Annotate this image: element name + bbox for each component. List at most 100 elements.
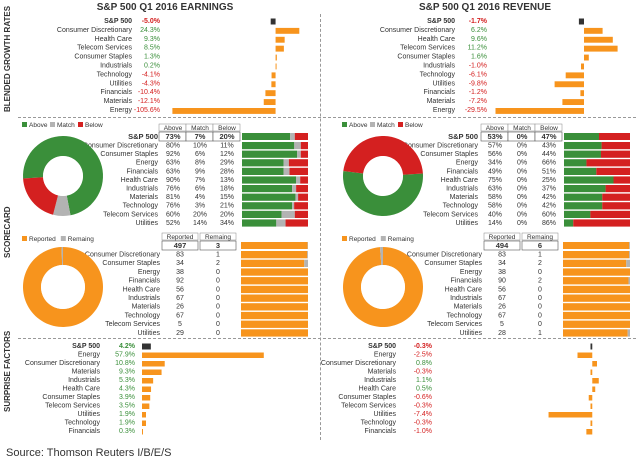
revenue_reported-colhead-box-reported xyxy=(483,232,521,241)
earnings_reported-reported-health-care: 56 xyxy=(176,286,184,293)
earnings_reported-legend-swatch-remaing xyxy=(60,236,66,241)
earnings_scorecard-bar-utilities-seg-1 xyxy=(276,219,286,227)
earnings_scorecard-below-industrials: 18% xyxy=(220,186,234,193)
earnings_scorecard-donut-slice-2 xyxy=(23,177,59,215)
earnings_scorecard-bar-financials-seg-1 xyxy=(283,167,290,175)
revenue_growth-value-financials: -1.2% xyxy=(469,89,487,96)
revenue_surprise-label-financials: Financials xyxy=(364,428,396,435)
revenue_scorecard-match-health-care: 0% xyxy=(517,177,527,184)
earnings_reported-reported-financials: 92 xyxy=(176,278,184,285)
earnings_surprise-value-telecom-services: 3.5% xyxy=(119,403,135,410)
revenue_scorecard-total-bar-seg-2 xyxy=(598,133,630,140)
revenue_growth-bar-consumer-discretionary xyxy=(584,27,603,34)
earnings_surprise-bar-telecom-services xyxy=(142,403,150,409)
earnings_scorecard-bar-technology-seg-0 xyxy=(242,202,293,210)
earnings_surprise-label-industrials: Industrials xyxy=(68,377,100,384)
revenue_reported-bar-health-care-seg-0 xyxy=(563,285,630,294)
revenue_growth-label-industrials: Industrials xyxy=(423,63,455,70)
earnings_growth-label-utilities: Utilities xyxy=(109,80,132,87)
earnings_scorecard-total-bar-seg-2 xyxy=(294,133,308,140)
revenue_surprise-bar-consumer-staples xyxy=(588,395,593,401)
revenue_scorecard-row-label-consumer-staples: Consumer Staples xyxy=(420,151,478,158)
earnings_scorecard-bar-utilities-seg-0 xyxy=(242,219,277,227)
revenue_reported-donut-slice-1 xyxy=(379,247,383,266)
earnings_reported-total-box-1 xyxy=(199,240,237,251)
earnings_scorecard-total-above: 73% xyxy=(165,132,180,141)
earnings_scorecard-above-health-care: 90% xyxy=(166,177,180,184)
earnings_reported-bar-technology-seg-0 xyxy=(241,311,308,320)
earnings_scorecard-match-energy: 8% xyxy=(195,160,205,167)
revenue_growth-value-utilities: -9.8% xyxy=(469,80,487,87)
revenue_reported-reported-telecom-services: 5 xyxy=(500,321,504,328)
earnings_reported-bar-energy-seg-0 xyxy=(241,268,308,276)
revenue_scorecard-row-label-financials: Financials xyxy=(446,168,478,175)
earnings_growth-value-s-p-500: -5.0% xyxy=(142,18,161,25)
revenue_scorecard-legend-match: Match xyxy=(377,122,395,129)
revenue_reported-row-label-consumer-staples: Consumer Staples xyxy=(424,260,482,267)
revenue_scorecard-row-label-consumer-discretionary: Consumer Discretionary xyxy=(403,143,479,150)
revenue_scorecard-match-energy: 0% xyxy=(517,160,527,167)
earnings_scorecard-bar-utilities-seg-2 xyxy=(285,219,308,227)
revenue_surprise-value-technology: -0.3% xyxy=(414,420,432,427)
earnings_scorecard-bar-financials-seg-0 xyxy=(242,167,284,175)
earnings_scorecard-above-telecom-services: 60% xyxy=(166,211,180,218)
earnings_reported-donut-hole xyxy=(41,265,85,309)
earnings_growth-bar-utilities xyxy=(271,81,276,88)
revenue_reported-remaining-materials: 0 xyxy=(538,304,542,311)
revenue_reported-bar-utilities-seg-1 xyxy=(627,329,630,337)
earnings_scorecard-above-financials: 63% xyxy=(166,168,180,175)
earnings_scorecard-legend-below: Below xyxy=(85,122,103,129)
revenue_scorecard-above-health-care: 75% xyxy=(488,177,502,184)
revenue_surprise-label-energy: Energy xyxy=(374,352,397,359)
revenue_reported-row-label-health-care: Health Care xyxy=(445,286,482,293)
earnings_reported-bar-consumer-staples-seg-0 xyxy=(241,259,305,267)
earnings_scorecard-bar-consumer-discretionary-seg-1 xyxy=(294,142,301,150)
earnings_scorecard-total-bar-seg-0 xyxy=(242,133,291,140)
earnings_scorecard-row-label-industrials: Industrials xyxy=(126,186,158,193)
revenue_scorecard-above-technology: 58% xyxy=(488,203,502,210)
revenue_reported-total-reported: 494 xyxy=(496,241,509,250)
revenue_scorecard-match-industrials: 0% xyxy=(517,186,527,193)
earnings_reported-bar-consumer-staples-seg-1 xyxy=(304,259,308,267)
earnings_growth-label-consumer-discretionary: Consumer Discretionary xyxy=(57,27,133,34)
earnings_growth-bar-consumer-staples xyxy=(275,54,277,61)
source-note: Source: Thomson Reuters I/B/E/S xyxy=(6,447,172,459)
revenue_reported-donut-slice-0 xyxy=(342,247,423,328)
earnings_growth-value-telecom-services: 8.5% xyxy=(144,45,160,52)
earnings_scorecard-match-consumer-discretionary: 10% xyxy=(193,143,207,150)
earnings_reported-total-bar-seg-0 xyxy=(241,242,308,249)
earnings_scorecard-donut-slice-1 xyxy=(53,195,71,217)
earnings_surprise-value-consumer-discretionary: 10.8% xyxy=(115,360,135,367)
revenue_reported-row-label-utilities: Utilities xyxy=(459,330,482,337)
earnings_reported-remaining-industrials: 0 xyxy=(216,295,220,302)
revenue_scorecard-bar-consumer-discretionary-seg-0 xyxy=(564,142,602,150)
earnings_growth-bar-health-care xyxy=(275,36,285,43)
revenue_growth-bar-s-p-500 xyxy=(578,18,584,25)
revenue_reported-bar-energy-seg-0 xyxy=(563,268,630,276)
revenue_growth-label-energy: Energy xyxy=(433,107,456,114)
revenue_surprise-bar-telecom-services xyxy=(590,403,593,409)
revenue_surprise-label-health-care: Health Care xyxy=(359,386,396,393)
revenue_growth-bar-technology xyxy=(565,72,584,79)
revenue_scorecard-bar-consumer-staples-seg-2 xyxy=(600,150,630,158)
revenue_growth-bar-materials xyxy=(562,99,584,105)
revenue_scorecard-row-label-technology: Technology xyxy=(443,203,479,210)
revenue_surprise-value-industrials: 1.1% xyxy=(416,377,432,384)
revenue_surprise-value-financials: -1.0% xyxy=(414,428,432,435)
revenue_scorecard-row-label-telecom-services: Telecom Services xyxy=(423,211,478,218)
earnings_growth-label-health-care: Health Care xyxy=(95,36,132,43)
revenue_scorecard-row-label-materials: Materials xyxy=(450,194,479,201)
earnings_scorecard-colhead-match: Match xyxy=(191,125,209,132)
revenue_surprise-bar-s-p-500 xyxy=(590,343,593,350)
revenue_scorecard-above-utilities: 14% xyxy=(488,220,502,227)
revenue_scorecard-below-technology: 42% xyxy=(542,203,556,210)
revenue-title: S&P 500 Q1 2016 REVENUE xyxy=(418,2,552,13)
revenue_surprise-label-consumer-discretionary: Consumer Discretionary xyxy=(321,360,397,367)
revenue_scorecard-bar-consumer-discretionary-seg-2 xyxy=(601,142,630,150)
earnings_reported-reported-consumer-staples: 34 xyxy=(176,260,184,267)
revenue_surprise-bar-health-care xyxy=(592,386,596,392)
revenue_reported-reported-materials: 26 xyxy=(498,304,506,311)
revenue_surprise-label-materials: Materials xyxy=(368,369,397,376)
earnings_scorecard-bar-materials-seg-2 xyxy=(298,193,308,201)
